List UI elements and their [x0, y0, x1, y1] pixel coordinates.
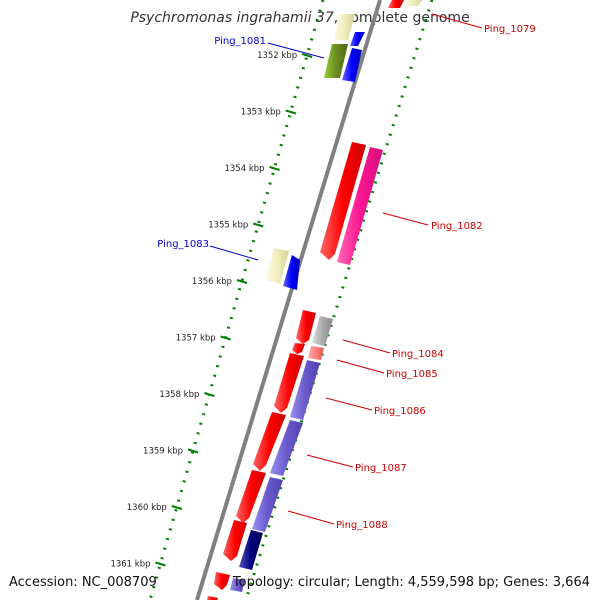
- gene-ping-1084[interactable]: [296, 310, 333, 346]
- label-ping-1087[interactable]: Ping_1087: [355, 463, 407, 474]
- ruler-tick: [220, 335, 231, 341]
- ruler-tick-label: 1359 kbp: [143, 447, 183, 457]
- ruler-tick: [187, 448, 199, 454]
- gene-1090-feature: [230, 578, 245, 592]
- gene-1081c-arrow[interactable]: [342, 48, 362, 82]
- ruler-tick: [301, 53, 313, 58]
- ruler-tick: [171, 505, 183, 510]
- leader-ping-1083: [209, 245, 259, 261]
- gene-1088-feature: [252, 477, 283, 532]
- label-ping-1085[interactable]: Ping_1085: [386, 369, 438, 380]
- label-ping-1079[interactable]: Ping_1079: [484, 24, 536, 35]
- gene-1086-feature: [290, 360, 320, 420]
- gene-ping-1081[interactable]: [324, 14, 355, 78]
- gene-ping-1081b[interactable]: [342, 32, 365, 82]
- genome-summary-text: Topology: circular; Length: 4,559,598 bp…: [232, 575, 590, 590]
- gene-1084-feature: [312, 316, 333, 346]
- gene-ping-1086[interactable]: [274, 353, 320, 420]
- leader-ping-1081: [267, 42, 325, 59]
- ruler-tick-label: 1358 kbp: [159, 390, 199, 400]
- gene-1082-arrow[interactable]: [320, 142, 366, 260]
- ruler-tick: [269, 166, 280, 171]
- gene-ping-1090[interactable]: [207, 572, 245, 600]
- ruler-tick: [252, 222, 264, 228]
- leader-ping-1088: [287, 510, 335, 525]
- gene-1087-feature: [270, 420, 303, 476]
- label-ping-1086[interactable]: Ping_1086: [374, 406, 426, 417]
- label-ping-1081[interactable]: Ping_1081: [214, 36, 266, 47]
- gene-ping-1083[interactable]: [266, 248, 300, 290]
- ruler-tick-label: 1361 kbp: [110, 560, 150, 570]
- label-ping-1082[interactable]: Ping_1082: [431, 221, 483, 232]
- gene-1083-highlight: [266, 248, 289, 284]
- ruler-tick-label: 1354 kbp: [224, 164, 264, 174]
- species-name: Psychromonas ingrahamii 37: [130, 10, 334, 26]
- gene-1086-arrow[interactable]: [274, 353, 304, 413]
- ruler-ticks: 1352 kbp 1353 kbp 1354 kbp 1355 kbp 1356 kbp…: [110, 51, 313, 570]
- leader-ping-1079: [431, 13, 483, 29]
- gene-ping-1079[interactable]: [388, 0, 422, 8]
- ruler-tick-label: 1355 kbp: [208, 221, 248, 231]
- gene-1081-highlight: [334, 14, 355, 40]
- ruler-line-inner: [148, 0, 325, 600]
- genome-backbone: [195, 0, 382, 600]
- gene-1089-feature: [239, 530, 263, 570]
- ruler-tick: [204, 392, 215, 397]
- gene-1081-arrow[interactable]: [324, 44, 348, 78]
- gene-1083-arrow[interactable]: [283, 255, 300, 290]
- gene-1079-arrow[interactable]: [388, 0, 404, 8]
- ruler-tick-label: 1356 kbp: [192, 277, 232, 287]
- gene-ping-1089[interactable]: [223, 520, 263, 570]
- gene-1087-arrow[interactable]: [253, 412, 286, 471]
- leader-ping-1085: [336, 359, 385, 374]
- ruler-tick-label: 1353 kbp: [241, 108, 281, 118]
- leader-ping-1087: [306, 454, 354, 468]
- ruler-tick-label: 1357 kbp: [176, 334, 216, 344]
- gene-ping-1087[interactable]: [253, 412, 303, 476]
- ruler-tick: [155, 561, 166, 567]
- title-suffix: , complete genome: [333, 10, 470, 26]
- gene-ping-1088[interactable]: [236, 470, 283, 532]
- gene-1090-arrow[interactable]: [214, 572, 230, 590]
- accession-text: Accession: NC_008709: [9, 575, 157, 590]
- gene-1089-arrow[interactable]: [223, 520, 247, 561]
- ruler-tick-label: 1352 kbp: [257, 51, 297, 61]
- leader-ping-1086: [325, 397, 373, 411]
- gene-1085-feature: [308, 346, 324, 360]
- label-ping-1084[interactable]: Ping_1084: [392, 349, 444, 360]
- gene-ping-1085[interactable]: [292, 343, 324, 360]
- gene-ping-1082[interactable]: [320, 142, 383, 265]
- leader-ping-1082: [382, 212, 429, 226]
- gene-1082-feature: [337, 147, 383, 265]
- label-ping-1083[interactable]: Ping_1083: [157, 239, 209, 250]
- ruler-line-outer: [244, 0, 434, 600]
- ruler-tick: [236, 279, 248, 284]
- gene-1088-arrow[interactable]: [236, 470, 266, 523]
- gene-1084-arrow[interactable]: [296, 310, 316, 344]
- gene-1081b-arrow[interactable]: [350, 32, 365, 46]
- leader-ping-1084: [342, 339, 391, 354]
- map-title: Psychromonas ingrahamii 37, complete gen…: [0, 10, 600, 26]
- ruler-tick-label: 1360 kbp: [127, 503, 167, 513]
- ruler-tick: [285, 109, 297, 115]
- gene-1079-feature: [404, 0, 422, 6]
- gene-1085-arrow[interactable]: [292, 343, 305, 354]
- label-ping-1088[interactable]: Ping_1088: [336, 520, 388, 531]
- gene-1091-arrow[interactable]: [207, 596, 218, 600]
